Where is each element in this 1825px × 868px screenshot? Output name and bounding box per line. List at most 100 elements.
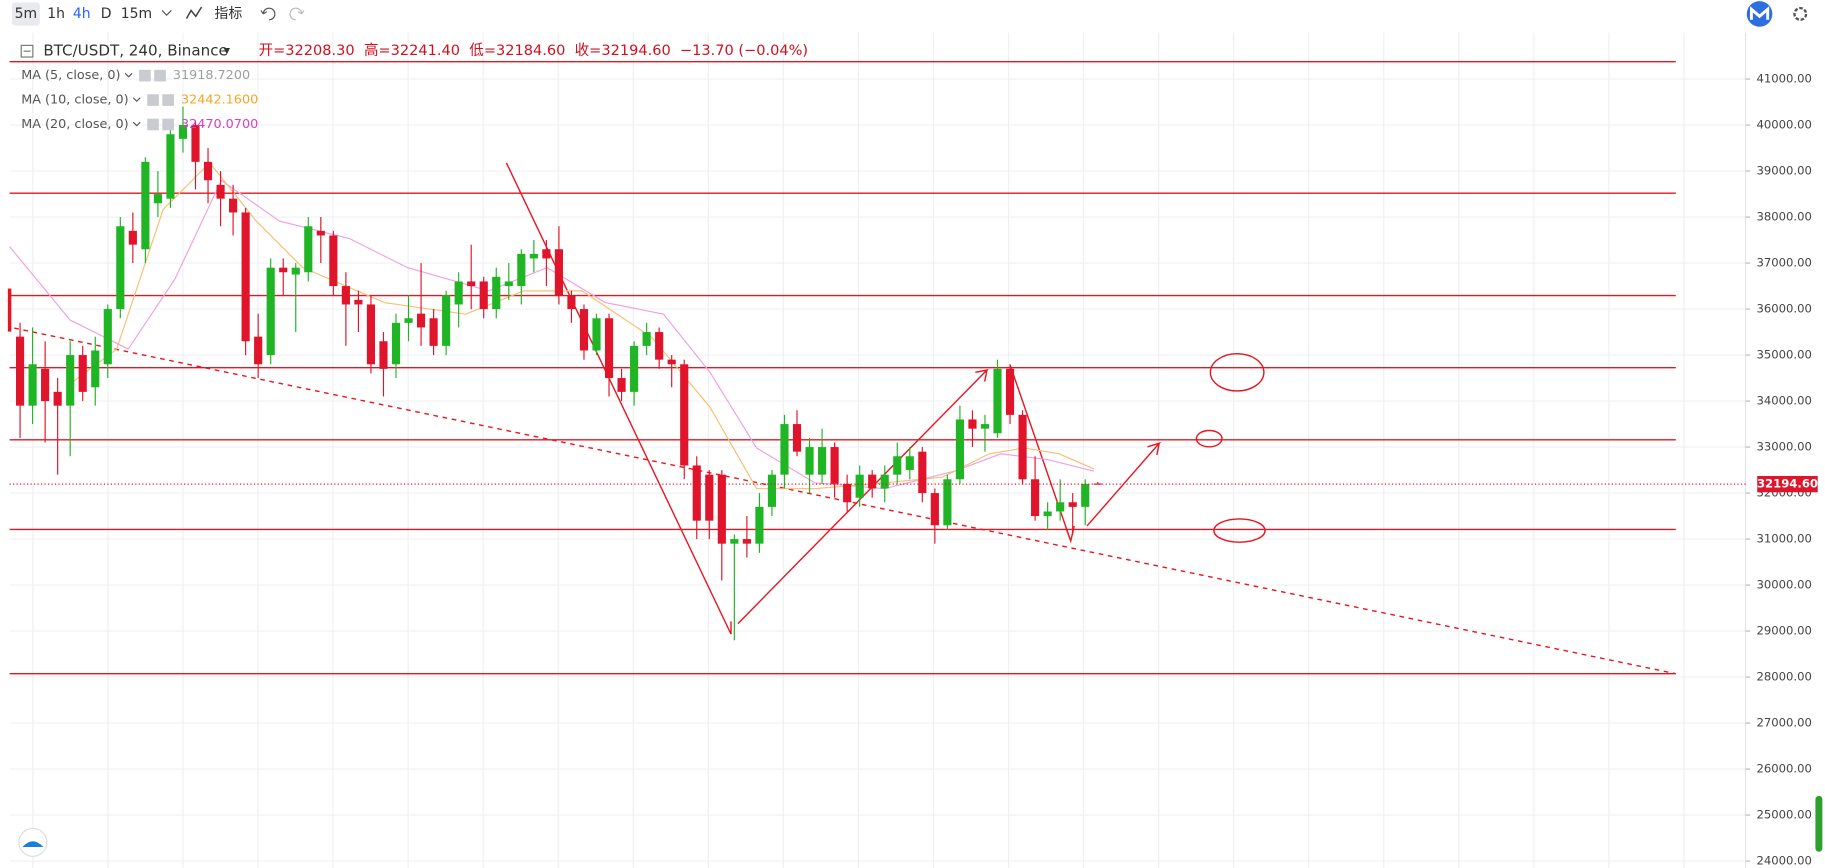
arrow [1009,365,1075,544]
candle-body [630,345,639,392]
symbol-label[interactable]: BTC/USDT, 240, Binance [43,42,228,60]
candle-body [153,194,162,204]
settings-button[interactable] [1793,6,1808,21]
y-tick-label: 34000.00 [1756,394,1811,408]
interval-button[interactable]: 1h [47,6,65,22]
candle-body [617,378,626,392]
y-tick-label: 35000.00 [1756,348,1811,362]
candle-body [103,309,112,365]
candles [15,106,1102,641]
remove-button[interactable] [162,94,174,106]
scrollbar[interactable] [1815,795,1823,852]
interval-button[interactable]: 15m [121,6,152,22]
candle-body [880,474,889,489]
candle-body [918,451,927,494]
visibility-button[interactable] [139,69,151,82]
ma-line [9,179,1095,490]
candle-body [655,332,664,360]
arrow [737,368,990,625]
candle-body [642,332,651,346]
redo-button[interactable] [289,7,305,21]
logo-mark [1749,6,1770,20]
candle-body [366,304,376,365]
remove-button[interactable] [154,69,166,82]
indicators-button[interactable]: 指标 [214,6,242,22]
candle-body [329,235,338,287]
candle-body [479,281,488,310]
last-price-box [1757,475,1818,493]
indicator-icon[interactable] [185,6,203,19]
indicator-value: 32470.0700 [181,117,258,132]
interval-button[interactable]: 5m [15,6,37,22]
price-axis: 24000.00 25000.00 26000.00 27000.00 28000.00… [9,72,1818,868]
dropdown-icon[interactable]: ▾ [224,44,231,59]
candle-body [266,267,275,356]
candle-body [805,447,814,475]
undo-button[interactable] [260,7,276,21]
y-tick-label: 24000.00 [1756,854,1811,868]
candle-body [730,539,739,544]
candle-body [554,249,563,296]
y-tick-label: 36000.00 [1756,302,1811,316]
ellipse [1195,429,1223,448]
remove-button[interactable] [162,118,174,131]
candle-body [128,230,137,245]
candle-body [542,249,551,259]
candle-body [579,309,589,351]
candle-body [792,424,802,452]
candle-body [517,253,526,287]
ohlc-legend: 开=32208.30 高=32241.40 低=32184.60 收=32194.60… [259,42,808,59]
y-tick-label: 26000.00 [1756,762,1811,776]
candle-body [680,364,689,466]
candle-body [291,267,300,275]
ellipse [1213,518,1266,543]
candle-body [28,364,37,406]
candle-body [203,161,213,181]
candle-body [53,391,62,406]
interval-button[interactable]: D [101,6,112,22]
candle-body [1056,502,1065,512]
candle-body [254,336,263,365]
candle-body [1068,502,1077,507]
candle-body [855,474,864,498]
dropdown-icon [132,121,141,127]
dropdown-icon[interactable] [161,10,172,16]
ohlc-value: 开=32208.30 [259,43,355,59]
candle-body [567,295,576,310]
arrow [1086,441,1162,527]
candle-body [354,299,363,305]
candle-body [692,465,701,521]
candle-body [980,424,990,429]
collapse-icon[interactable] [20,44,34,58]
candle-body [843,483,852,503]
interval-button[interactable]: 4h [73,6,91,22]
candle-body [1005,368,1015,415]
y-tick-label: 30000.00 [1756,578,1811,592]
visibility-button[interactable] [147,118,159,131]
candle-body [304,226,313,273]
candle-body [41,368,50,402]
candle-body [467,281,476,287]
indicator-legend: MA (5, close, 0) 31918.7200 MA (10, close,… [21,68,258,132]
candle-body [604,318,614,379]
ohlc-value: −13.70 (−0.04%) [680,43,808,59]
candle-body [191,125,200,162]
candle-body [116,226,125,310]
dropdown-icon [132,97,141,103]
candle-body [780,424,789,475]
y-tick-label: 40000.00 [1756,118,1811,132]
y-tick-label: 28000.00 [1756,670,1811,684]
candle-body [742,539,751,544]
candle-body [492,276,501,310]
candle-body [705,474,714,521]
candle-body [993,368,1002,434]
candle-body [1018,414,1027,480]
candle-body [755,506,764,544]
candle-body [78,355,87,392]
candle-body [216,184,225,199]
candle-body [454,281,463,305]
y-tick-label: 33000.00 [1756,440,1811,454]
visibility-button[interactable] [147,94,159,106]
